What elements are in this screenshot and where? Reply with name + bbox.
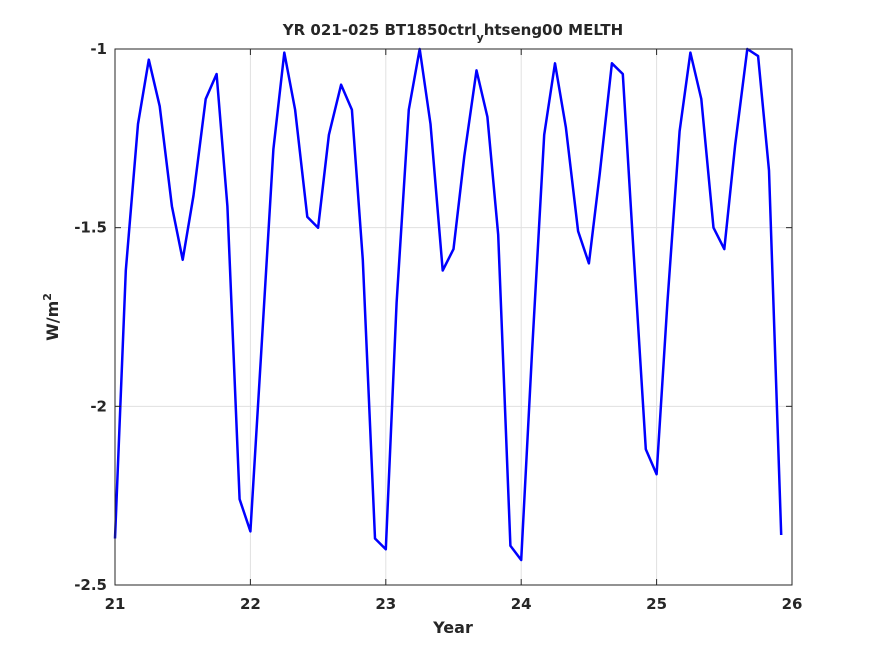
ticks xyxy=(114,48,793,586)
x-tick-label: 26 xyxy=(782,595,803,613)
y-tick-label: -2 xyxy=(90,397,107,415)
y-tick-label: -1.5 xyxy=(74,219,107,237)
x-axis-label: Year xyxy=(432,618,473,637)
plot-area xyxy=(115,49,792,585)
x-tick-label: 22 xyxy=(240,595,261,613)
x-tick-label: 24 xyxy=(511,595,532,613)
y-tick-labels: -2.5 -2 -1.5 -1 xyxy=(74,40,107,594)
y-tick-label: -1 xyxy=(90,40,107,58)
y-axis-label-main: W/m xyxy=(43,301,62,341)
y-axis-label: W/m2 xyxy=(41,293,62,341)
axes-box xyxy=(114,48,793,586)
y-axis-label-superscript: 2 xyxy=(41,293,54,301)
x-tick-label: 21 xyxy=(105,595,126,613)
x-tick-label: 25 xyxy=(646,595,667,613)
title-subscript: y xyxy=(477,31,484,44)
x-tick-label: 23 xyxy=(375,595,396,613)
y-tick-label: -2.5 xyxy=(74,576,107,594)
title-rest: htseng00 MELTH xyxy=(484,21,624,39)
title-main: YR 021-025 BT1850ctrl xyxy=(282,21,477,39)
series-line xyxy=(113,47,783,562)
chart-title: YR 021-025 BT1850ctrlyhtseng00 MELTH xyxy=(282,21,623,44)
x-tick-labels: 21 22 23 24 25 26 xyxy=(105,595,803,613)
